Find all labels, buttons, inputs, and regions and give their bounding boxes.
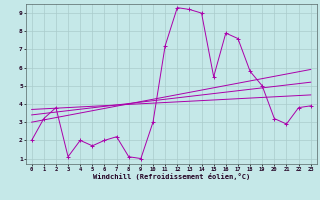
X-axis label: Windchill (Refroidissement éolien,°C): Windchill (Refroidissement éolien,°C) (92, 173, 250, 180)
